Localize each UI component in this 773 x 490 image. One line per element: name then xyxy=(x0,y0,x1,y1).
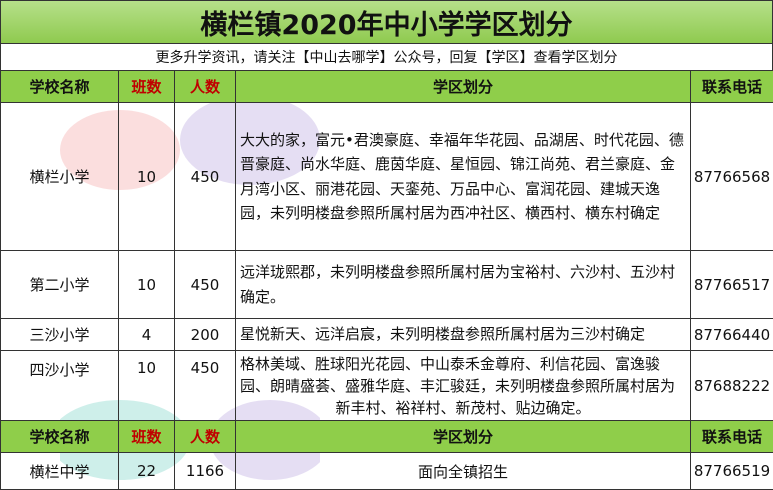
school-name: 四沙小学 xyxy=(1,351,119,421)
class-count: 22 xyxy=(119,453,175,490)
header-district: 学区划分 xyxy=(236,421,691,453)
school-district-table: 学校名称 班数 人数 学区划分 联系电话 横栏小学 10 450 大大的家，富元… xyxy=(0,70,773,490)
header-row-primary: 学校名称 班数 人数 学区划分 联系电话 xyxy=(1,71,773,103)
class-count: 10 xyxy=(119,251,175,319)
student-count: 450 xyxy=(175,251,236,319)
page-title: 横栏镇2020年中小学学区划分 xyxy=(0,0,773,44)
phone: 87688222 xyxy=(691,351,773,421)
student-count: 1166 xyxy=(175,453,236,490)
header-school: 学校名称 xyxy=(1,421,119,453)
header-students: 人数 xyxy=(175,421,236,453)
class-count: 4 xyxy=(119,319,175,351)
school-name: 横栏小学 xyxy=(1,103,119,251)
header-classes: 班数 xyxy=(119,71,175,103)
phone: 87766517 xyxy=(691,251,773,319)
phone: 87766568 xyxy=(691,103,773,251)
class-count: 10 xyxy=(119,103,175,251)
table-row: 横栏中学 22 1166 面向全镇招生 87766519 xyxy=(1,453,773,490)
district-text: 面向全镇招生 xyxy=(236,453,691,490)
subtitle: 更多升学资讯，请关注【中山去哪学】公众号，回复【学区】查看学区划分 xyxy=(0,44,773,70)
student-count: 200 xyxy=(175,319,236,351)
school-name: 第二小学 xyxy=(1,251,119,319)
table-row: 横栏小学 10 450 大大的家，富元•君澳豪庭、幸福年华花园、品湖居、时代花园… xyxy=(1,103,773,251)
header-students: 人数 xyxy=(175,71,236,103)
district-text: 格林美域、胜球阳光花园、中山泰禾金尊府、利信花园、富逸骏园、朗晴盛荟、盛雅华庭、… xyxy=(236,351,691,421)
header-school: 学校名称 xyxy=(1,71,119,103)
student-count: 450 xyxy=(175,351,236,421)
school-name: 横栏中学 xyxy=(1,453,119,490)
student-count: 450 xyxy=(175,103,236,251)
district-text: 星悦新天、远洋启宸，未列明楼盘参照所属村居为三沙村确定 xyxy=(236,319,691,351)
table-row: 三沙小学 4 200 星悦新天、远洋启宸，未列明楼盘参照所属村居为三沙村确定 8… xyxy=(1,319,773,351)
header-district: 学区划分 xyxy=(236,71,691,103)
school-name: 三沙小学 xyxy=(1,319,119,351)
table-row: 四沙小学 10 450 格林美域、胜球阳光花园、中山泰禾金尊府、利信花园、富逸骏… xyxy=(1,351,773,421)
header-classes: 班数 xyxy=(119,421,175,453)
district-text: 大大的家，富元•君澳豪庭、幸福年华花园、品湖居、时代花园、德晋豪庭、尚水华庭、鹿… xyxy=(236,103,691,251)
phone: 87766440 xyxy=(691,319,773,351)
header-phone: 联系电话 xyxy=(691,421,773,453)
district-text: 远洋珑熙郡，未列明楼盘参照所属村居为宝裕村、六沙村、五沙村确定。 xyxy=(236,251,691,319)
header-row-secondary: 学校名称 班数 人数 学区划分 联系电话 xyxy=(1,421,773,453)
class-count: 10 xyxy=(119,351,175,421)
phone: 87766519 xyxy=(691,453,773,490)
header-phone: 联系电话 xyxy=(691,71,773,103)
table-row: 第二小学 10 450 远洋珑熙郡，未列明楼盘参照所属村居为宝裕村、六沙村、五沙… xyxy=(1,251,773,319)
